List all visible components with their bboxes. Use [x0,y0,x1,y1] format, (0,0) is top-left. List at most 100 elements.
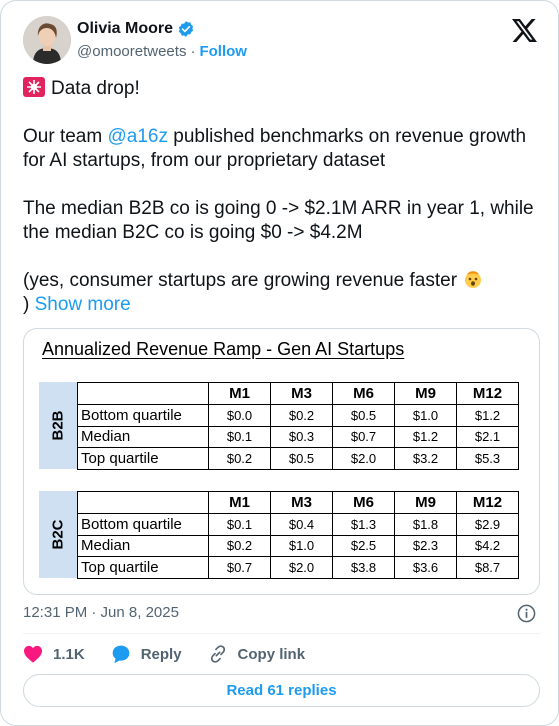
table-cell: $1.8 [394,512,457,536]
x-logo-icon[interactable] [512,19,537,42]
row-label: Bottom quartile [77,403,209,427]
data-table: M1 M3 M6 M9 M12 Bottom quartile $0.1 $0.… [77,491,519,579]
row-label: Top quartile [77,447,209,470]
table-cell: $1.0 [394,403,457,427]
segment-label-text: B2B [49,410,67,441]
tweet-paragraph-2: Our team @a16z published benchmarks on r… [23,125,543,173]
author-handle-row: @omooretweets · Follow [77,43,247,60]
data-table: M1 M3 M6 M9 M12 Bottom quartile $0.0 $0.… [77,382,519,470]
tweet-paragraph-4-text: (yes, consumer startups are growing reve… [23,270,458,291]
tweet-timestamp[interactable]: 12:31 PM · Jun 8, 2025 [23,604,179,621]
table-cell: $3.2 [394,447,457,470]
author-display-name[interactable]: Olivia Moore [77,20,174,37]
tweet-paragraph-3: The median B2B co is going 0 -> $2.1M AR… [23,198,534,243]
table-cell: $2.0 [332,447,395,470]
table-header-blank [77,491,209,514]
media-image[interactable]: Annualized Revenue Ramp - Gen AI Startup… [23,328,540,595]
tweet-paragraph-2-end: published benchmarks on revenue growth f… [23,126,527,171]
handle-separator: · [190,43,196,60]
table-cell: $0.0 [208,403,271,427]
action-bar: 1.1K Reply Copy link [23,643,331,665]
table-cell: $1.2 [394,425,457,449]
table-cell: $0.3 [270,425,333,449]
table-cell: $0.2 [208,447,271,470]
table-cell: $2.0 [270,556,333,579]
row-label: Bottom quartile [77,512,209,536]
author-handle[interactable]: @omooretweets [77,43,187,60]
author-name-row: Olivia Moore [77,18,195,40]
copy-link-button[interactable]: Copy link [208,644,306,664]
column-header: M12 [456,382,519,405]
table-title: Annualized Revenue Ramp - Gen AI Startup… [42,339,405,359]
table-cell: $0.1 [208,425,271,449]
table-row: Top quartile $0.2 $0.5 $2.0 $3.2 $5.3 [77,447,519,470]
show-more-link[interactable]: Show more [34,294,131,315]
row-label: Top quartile [77,556,209,579]
like-count: 1.1K [53,645,85,663]
reply-icon [112,645,130,664]
table-cell: $8.7 [456,556,519,579]
reply-label: Reply [140,645,182,663]
table-cell: $0.2 [208,534,271,558]
segment-b2c: B2C M1 M3 M6 M9 M12 Bottom quartile $0.1… [39,491,519,579]
table-cell: $1.3 [332,512,395,536]
table-cell: $0.5 [332,403,395,427]
segment-label-text: B2C [49,519,67,550]
table-cell: $2.9 [456,512,519,536]
row-label: Median [77,534,209,558]
copy-link-label: Copy link [237,645,306,663]
tweet-line-1-text: Data drop! [51,78,140,99]
table-cell: $1.2 [456,403,519,427]
table-cell: $2.3 [394,534,457,558]
heart-icon [24,645,42,663]
divider [23,633,540,634]
column-header: M6 [332,491,395,514]
table-cell: $2.5 [332,534,395,558]
segment-b2b: B2B M1 M3 M6 M9 M12 Bottom quartile $0.0… [39,382,519,470]
column-header: M9 [394,382,457,405]
column-header: M6 [332,382,395,405]
table-header-blank [77,382,209,405]
table-row: Bottom quartile $0.0 $0.2 $0.5 $1.0 $1.2 [77,403,519,427]
column-header: M3 [270,491,333,514]
follow-button[interactable]: Follow [199,43,247,60]
table-cell: $0.4 [270,512,333,536]
table-cell: $3.8 [332,556,395,579]
table-cell: $5.3 [456,447,519,470]
tweet-paragraph-4: (yes, consumer startups are growing reve… [23,269,543,317]
table-row: Median $0.1 $0.3 $0.7 $1.2 $2.1 [77,425,519,449]
mention-link[interactable]: @a16z [107,126,168,147]
avatar[interactable] [23,16,71,64]
table-cell: $0.5 [270,447,333,470]
table-cell: $0.1 [208,512,271,536]
tweet-line-1: Data drop! [23,77,543,101]
table-cell: $4.2 [456,534,519,558]
segment-label: B2C [39,491,77,578]
read-replies-label: Read 61 replies [226,682,337,699]
table-cell: $2.1 [456,425,519,449]
siren-icon [23,77,45,97]
table-row: Bottom quartile $0.1 $0.4 $1.3 $1.8 $2.9 [77,512,519,536]
column-header: M3 [270,382,333,405]
column-header: M9 [394,491,457,514]
row-label: Median [77,425,209,449]
tweet-paragraph-4-close: ) [23,294,35,315]
column-header: M1 [208,491,271,514]
tweet-text: Data drop! Our team @a16z published benc… [23,77,543,317]
reply-button[interactable]: Reply [111,644,182,664]
segment-label: B2B [39,382,77,469]
read-replies-button[interactable]: Read 61 replies [23,674,540,707]
mind-blown-emoji-icon [463,269,483,289]
table-cell: $0.7 [332,425,395,449]
info-icon[interactable] [517,604,536,623]
table-cell: $0.7 [208,556,271,579]
table-row: Top quartile $0.7 $2.0 $3.8 $3.6 $8.7 [77,556,519,579]
table-header-row: M1 M3 M6 M9 M12 [77,382,519,405]
table-header-row: M1 M3 M6 M9 M12 [77,491,519,514]
avatar-image [23,16,71,64]
like-button[interactable]: 1.1K [23,645,85,663]
table-row: Median $0.2 $1.0 $2.5 $2.3 $4.2 [77,534,519,558]
table-cell: $1.0 [270,534,333,558]
tweet-paragraph-2-start: Our team [23,126,108,147]
